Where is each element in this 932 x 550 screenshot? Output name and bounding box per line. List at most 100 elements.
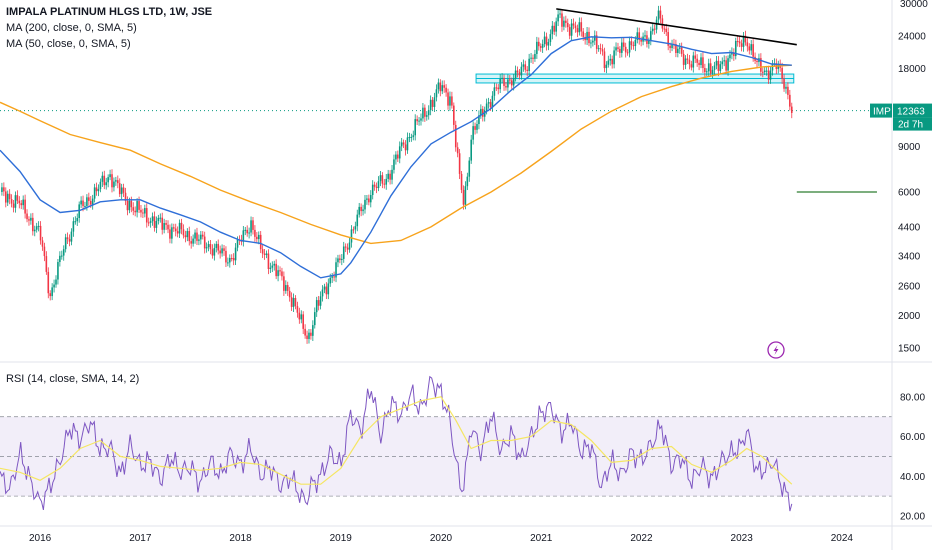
candle-body — [41, 240, 44, 247]
candle-body — [242, 230, 245, 242]
candle-body — [543, 36, 546, 45]
rsi-pane[interactable] — [0, 375, 892, 512]
candle-body — [742, 35, 745, 47]
ma200-legend: MA (200, close, 0, SMA, 5) — [6, 22, 137, 34]
candle-body — [313, 312, 316, 326]
candle-body — [53, 284, 55, 288]
candle-body — [721, 61, 724, 65]
candle-body — [109, 174, 111, 178]
candle-body — [227, 262, 229, 264]
candle-body — [607, 60, 610, 65]
candle-body — [684, 58, 687, 65]
candle-body — [460, 173, 463, 190]
candle-body — [634, 39, 637, 46]
time-tick-label: 2019 — [330, 533, 353, 544]
ma200-line — [0, 64, 792, 245]
candle-body — [271, 265, 274, 268]
candle-body — [312, 325, 314, 336]
candle-body — [188, 231, 191, 242]
candle-body — [201, 234, 204, 237]
candle-body — [97, 189, 100, 192]
candle-body — [476, 124, 478, 130]
candle-body — [78, 204, 80, 218]
candle-body — [709, 63, 712, 74]
candle-body — [740, 43, 743, 47]
candle-body — [424, 107, 426, 117]
candle-body — [429, 99, 432, 111]
candle-body — [671, 43, 673, 49]
candle-body — [787, 86, 789, 95]
candle-body — [62, 249, 65, 256]
candle-body — [377, 181, 380, 189]
candle-body — [66, 237, 69, 240]
candle-body — [30, 217, 32, 221]
candle-body — [561, 13, 563, 27]
candle-body — [35, 226, 38, 230]
candle-body — [414, 119, 416, 136]
candle-body — [514, 70, 517, 79]
candle-body — [750, 44, 753, 51]
candle-body — [630, 41, 633, 46]
candle-body — [418, 120, 420, 122]
candle-body — [207, 244, 210, 248]
candle-body — [653, 28, 656, 30]
candle-body — [43, 246, 46, 257]
price-pane[interactable] — [0, 5, 892, 359]
symbol-badge: IMP — [873, 107, 891, 118]
candle-body — [184, 235, 187, 238]
candle-body — [408, 137, 411, 139]
candle-body — [327, 283, 330, 295]
candle-body — [118, 183, 121, 195]
candle-body — [99, 181, 102, 190]
candle-body — [509, 79, 511, 81]
candle-body — [501, 77, 503, 79]
candle-body — [400, 142, 403, 147]
candle-body — [698, 62, 700, 66]
candle-body — [136, 201, 138, 213]
candle-body — [348, 242, 351, 250]
candle-body — [49, 293, 52, 297]
candle-body — [120, 187, 123, 195]
candle-body — [288, 290, 291, 298]
candle-body — [182, 229, 185, 236]
candle-body — [28, 219, 30, 221]
candle-body — [427, 110, 430, 116]
candle-body — [537, 41, 540, 47]
candle-body — [451, 96, 453, 106]
time-tick-label: 2017 — [129, 533, 152, 544]
candle-body — [605, 64, 608, 69]
candle-body — [315, 300, 318, 313]
candle-body — [485, 103, 488, 111]
candle-body — [155, 220, 158, 228]
candle-body — [425, 115, 428, 117]
candle-body — [657, 10, 660, 20]
rsi-line — [0, 375, 793, 512]
candle-body — [339, 258, 341, 260]
candle-body — [534, 53, 536, 59]
candle-body — [250, 220, 252, 233]
candle-body — [468, 160, 471, 177]
candle-body — [491, 95, 494, 108]
candle-body — [308, 332, 310, 339]
candle-body — [748, 46, 751, 51]
candle-body — [234, 247, 237, 261]
candle-body — [599, 48, 602, 50]
candle-body — [319, 296, 322, 306]
candle-body — [393, 159, 395, 170]
candle-body — [719, 64, 722, 71]
rsi-legend: RSI (14, close, SMA, 14, 2) — [6, 373, 140, 385]
candle-body — [715, 60, 718, 66]
candle-body — [76, 217, 79, 222]
candle-body — [767, 70, 770, 80]
candle-body — [738, 41, 741, 44]
candle-body — [621, 42, 623, 53]
rsi-tick-label: 20.00 — [900, 512, 925, 523]
candle-body — [686, 58, 689, 60]
candle-body — [230, 257, 233, 259]
candle-body — [636, 32, 639, 40]
candle-body — [296, 306, 299, 313]
candle-body — [445, 87, 447, 93]
candle-body — [117, 180, 119, 184]
candle-body — [572, 23, 575, 26]
